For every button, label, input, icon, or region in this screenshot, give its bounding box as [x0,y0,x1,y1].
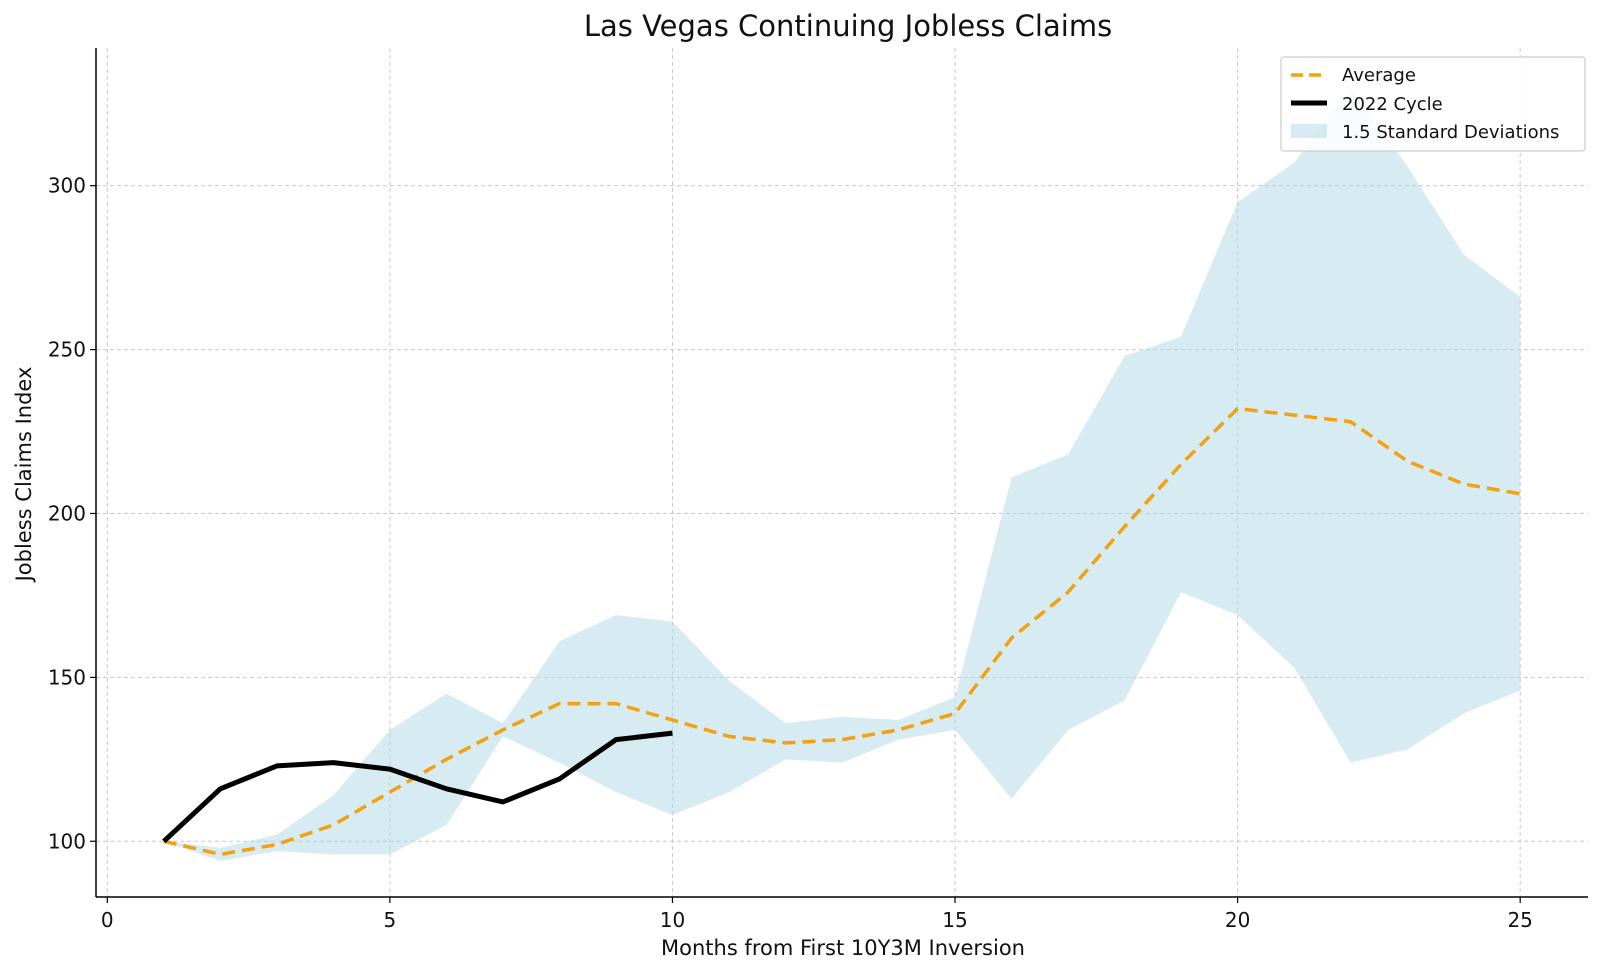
axes [90,48,1588,903]
y-tick-label: 150 [48,665,86,689]
legend-frame [1280,56,1586,152]
y-tick-label: 300 [48,174,86,198]
y-axis-label: Jobless Claims Index [12,367,36,584]
legend: Average 2022 Cycle 1.5 Standard Deviatio… [1280,56,1586,152]
x-tick-label: 25 [1507,908,1532,932]
legend-band-label: 1.5 Standard Deviations [1342,122,1559,143]
x-axis-label: Months from First 10Y3M Inversion [661,936,1025,960]
x-tick-label: 5 [384,908,397,932]
chart-title: Las Vegas Continuing Jobless Claims [584,9,1112,43]
x-tick-label: 20 [1225,908,1250,932]
std-dev-band-layer [163,87,1521,861]
x-tick-label: 0 [101,908,114,932]
legend-average-label: Average [1342,65,1416,86]
series-layer [162,406,1521,857]
std-dev-band [163,87,1521,861]
x-tick-label: 15 [942,908,967,932]
legend-2022-cycle-label: 2022 Cycle [1342,94,1443,115]
x-tick-label: 10 [660,908,685,932]
tick-labels: 0 5 10 15 20 25 100 150 200 250 300 [48,174,1533,932]
y-tick-label: 250 [48,338,86,362]
average-line [163,406,1521,857]
y-tick-label: 100 [48,829,86,853]
y-tick-label: 200 [48,501,86,525]
2022-cycle-line [162,730,673,844]
legend-band-swatch [1291,124,1327,138]
